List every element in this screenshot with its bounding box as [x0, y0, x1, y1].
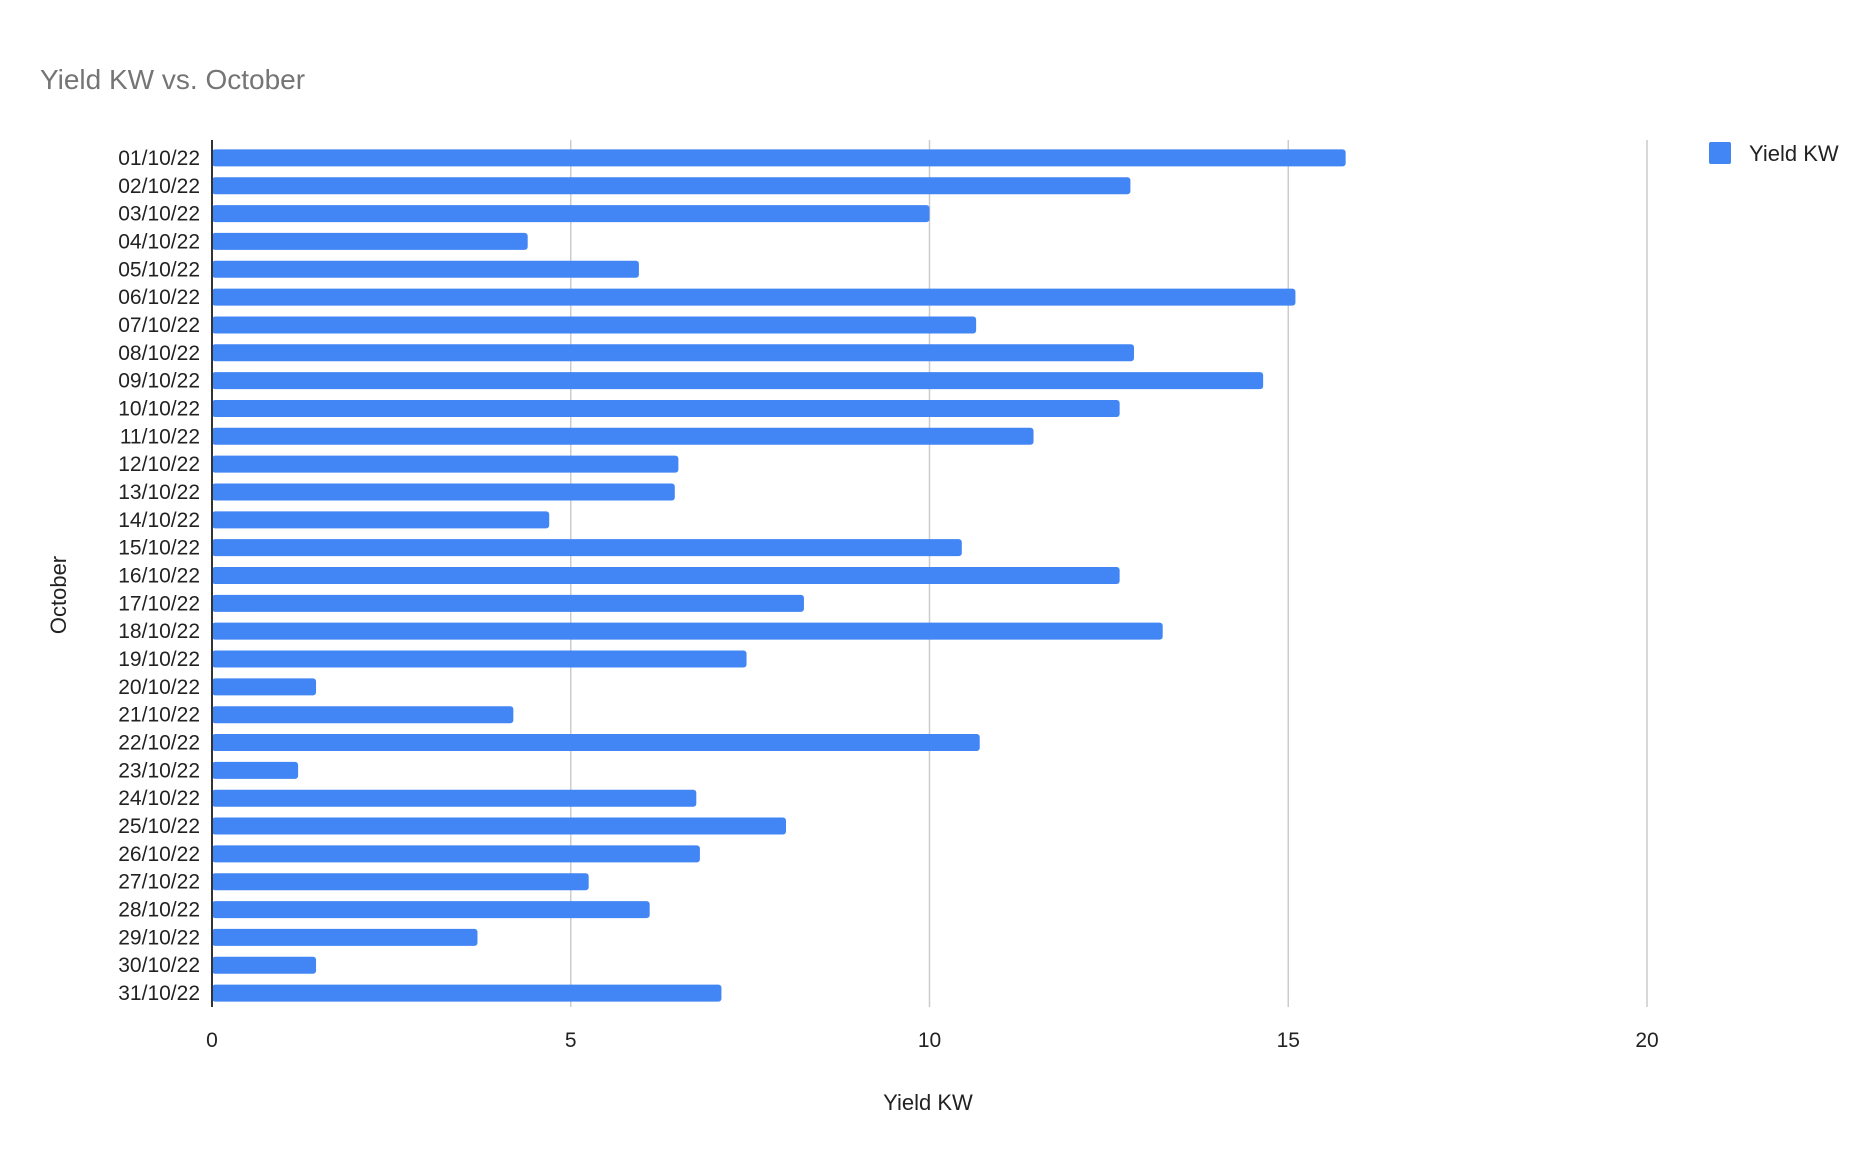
- bar: [212, 149, 1346, 167]
- bar: [212, 789, 697, 807]
- bar: [212, 901, 650, 919]
- category-label: 26/10/22: [118, 843, 200, 866]
- category-label: 03/10/22: [118, 203, 200, 226]
- bar: [212, 232, 528, 250]
- category-label: 11/10/22: [120, 425, 200, 448]
- bar: [212, 372, 1264, 390]
- category-label: 02/10/22: [118, 175, 200, 198]
- category-label: 21/10/22: [118, 704, 200, 727]
- category-label: 10/10/22: [118, 397, 200, 420]
- x-tick-label: 10: [918, 1029, 941, 1052]
- category-label: 07/10/22: [118, 314, 200, 337]
- category-label: 09/10/22: [118, 370, 200, 393]
- bar: [212, 761, 299, 779]
- bar: [212, 177, 1131, 195]
- category-label: 16/10/22: [118, 565, 200, 588]
- category-label: 23/10/22: [118, 759, 200, 782]
- category-label: 27/10/22: [118, 871, 200, 894]
- category-label: 24/10/22: [118, 787, 200, 810]
- category-label: 28/10/22: [118, 899, 200, 922]
- bar: [212, 399, 1120, 417]
- legend-swatch: [1709, 142, 1731, 164]
- category-label: 04/10/22: [118, 230, 200, 253]
- category-label: 13/10/22: [118, 481, 200, 504]
- category-label: 18/10/22: [118, 620, 200, 643]
- category-label: 08/10/22: [118, 342, 200, 365]
- bar: [212, 455, 679, 473]
- bar: [212, 316, 977, 334]
- bar: [212, 511, 550, 529]
- bar: [212, 622, 1163, 640]
- bars: [212, 149, 1346, 1002]
- y-axis-label: October: [46, 556, 71, 634]
- bar: [212, 205, 930, 223]
- bar: [212, 260, 639, 278]
- category-label: 05/10/22: [118, 258, 200, 281]
- bar: [212, 483, 675, 501]
- category-label: 19/10/22: [118, 648, 200, 671]
- bar: [212, 288, 1296, 306]
- x-tick-label: 20: [1635, 1029, 1658, 1052]
- category-label: 30/10/22: [118, 954, 200, 977]
- bar: [212, 678, 317, 696]
- category-label: 20/10/22: [118, 676, 200, 699]
- category-label: 01/10/22: [118, 147, 200, 170]
- legend-label: Yield KW: [1749, 141, 1839, 166]
- bar: [212, 706, 514, 724]
- bar: [212, 817, 786, 835]
- category-label: 29/10/22: [118, 926, 200, 949]
- legend: Yield KW: [1709, 141, 1839, 166]
- x-tick-label: 0: [206, 1029, 218, 1052]
- bar: [212, 928, 478, 946]
- bar: [212, 956, 317, 974]
- x-tick-label: 5: [565, 1029, 577, 1052]
- bar: [212, 344, 1134, 362]
- bar: [212, 427, 1034, 445]
- category-label: 06/10/22: [118, 286, 200, 309]
- bar: [212, 567, 1120, 584]
- bar: [212, 845, 700, 863]
- chart-title: Yield KW vs. October: [40, 64, 305, 95]
- bar: [212, 539, 962, 557]
- category-label: 22/10/22: [118, 732, 200, 755]
- bar: [212, 984, 722, 1002]
- bar: [212, 873, 589, 891]
- category-label: 25/10/22: [118, 815, 200, 838]
- category-labels: 01/10/22 02/10/22 03/10/22 04/10/22 05/10/22…: [118, 147, 200, 1005]
- bar: [212, 734, 980, 752]
- category-label: 31/10/22: [118, 982, 200, 1005]
- category-label: 14/10/22: [118, 509, 200, 532]
- bar: [212, 594, 804, 612]
- bar: [212, 650, 747, 668]
- x-tick-labels: 0 5 10 15 20: [206, 1029, 1659, 1052]
- category-label: 17/10/22: [118, 592, 200, 615]
- x-tick-label: 15: [1277, 1029, 1300, 1052]
- category-label: 12/10/22: [118, 453, 200, 476]
- category-label: 15/10/22: [118, 537, 200, 560]
- x-axis-label: Yield KW: [883, 1090, 973, 1115]
